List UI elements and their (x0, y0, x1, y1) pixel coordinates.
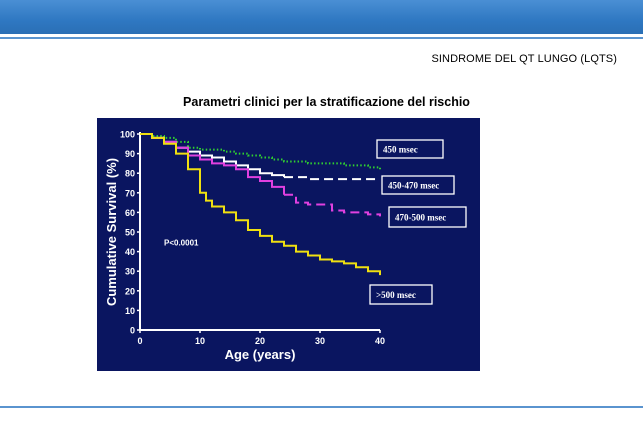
y-tick-label: 50 (125, 228, 135, 238)
slide-title: Parametri clinici per la stratificazione… (183, 95, 470, 109)
y-tick-label: 100 (120, 130, 135, 140)
legend-box-2 (388, 206, 467, 228)
legend-box-3 (369, 284, 433, 305)
series-line-0 (140, 133, 381, 172)
slide-header-text: SINDROME DEL QT LUNGO (LQTS) (431, 53, 617, 65)
legend-label-3: >500 msec (376, 290, 416, 300)
y-tick-label: 70 (125, 188, 135, 198)
y-tick-label: 30 (125, 267, 135, 277)
series-line-3 (140, 133, 381, 276)
legend-label-2: 470-500 msec (395, 213, 446, 223)
series-line-2 (140, 133, 285, 195)
x-tick-label: 20 (255, 336, 265, 346)
x-tick-label: 0 (137, 336, 142, 346)
x-tick-label: 10 (195, 336, 205, 346)
series-line-1-tail (284, 176, 380, 181)
survival-chart-panel: 0 10 20 30 40 50 60 70 80 90 100 0 10 20 30 40 Age (year… (97, 118, 480, 371)
bottom-divider (0, 406, 643, 408)
series-line-1 (140, 133, 285, 178)
top-divider (0, 37, 643, 39)
legend-label-0: 450 msec (383, 145, 418, 155)
x-tick-label: 40 (375, 336, 385, 346)
y-tick-label: 40 (125, 247, 135, 257)
legend-box-0 (376, 139, 444, 159)
survival-chart: 0 10 20 30 40 50 60 70 80 90 100 0 10 20 30 40 Age (year… (104, 130, 467, 362)
legend-label-1: 450-470 msec (388, 181, 439, 191)
x-axis-label: Age (years) (225, 347, 296, 362)
legend-box-1 (381, 175, 455, 195)
y-tick-label: 0 (130, 326, 135, 336)
y-tick-label: 10 (125, 306, 135, 316)
y-axis-label: Cumulative Survival (%) (104, 158, 119, 306)
y-tick-label: 60 (125, 208, 135, 218)
y-tick-label: 90 (125, 149, 135, 159)
x-tick-label: 30 (315, 336, 325, 346)
y-tick-label: 20 (125, 286, 135, 296)
p-value-annotation: P<0.0001 (164, 239, 199, 248)
top-banner (0, 0, 643, 34)
series-line-2-tail (284, 193, 381, 217)
y-tick-label: 80 (125, 169, 135, 179)
